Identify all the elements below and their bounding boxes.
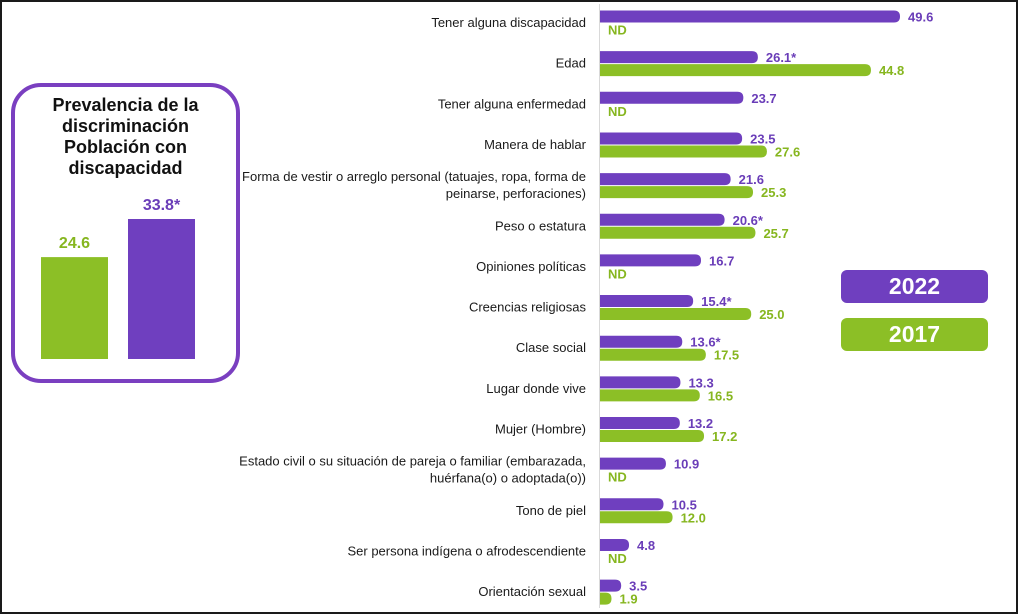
- summary-title-line: Población con: [63, 137, 187, 157]
- bar-2022: [600, 579, 622, 592]
- summary-panel: Prevalencia de la discriminación Poblaci…: [11, 83, 240, 383]
- value-label-2017: 25.7: [763, 226, 788, 241]
- bar-2017: [600, 64, 871, 77]
- category-label: Creencias religiosas: [469, 300, 587, 315]
- category-label: Clase social: [516, 340, 586, 355]
- value-label-2022: 49.6: [908, 10, 933, 25]
- bar-2022: [600, 335, 683, 348]
- bar-2017: [600, 430, 705, 442]
- value-label-2017: ND: [608, 551, 627, 566]
- value-label-2017: 27.6: [775, 144, 800, 159]
- value-label-2022: 26.1*: [766, 50, 797, 65]
- category-label: huérfana(o) o adoptada(o)): [430, 471, 586, 486]
- summary-title-line: discriminación: [61, 116, 190, 136]
- legend-2022: 2022: [841, 270, 988, 303]
- category-label: Tener alguna discapacidad: [431, 15, 586, 30]
- category-label: Ser persona indígena o afrodescendiente: [347, 543, 586, 558]
- value-label-2022: 10.5: [672, 497, 697, 512]
- summary-bar-chart: 24.6 33.8*: [41, 197, 195, 359]
- bar-2017: [600, 226, 756, 239]
- category-label: Estado civil o su situación de pareja o …: [239, 454, 586, 469]
- bar-2022: [600, 213, 725, 226]
- bar-2017: [600, 389, 700, 402]
- bar-2022: [600, 132, 743, 145]
- bar-2022: [600, 173, 731, 186]
- value-label-2022: 15.4*: [701, 294, 732, 309]
- value-label-2022: 13.2: [688, 416, 713, 431]
- value-label-2017: 17.5: [714, 348, 739, 363]
- bar-2022: [600, 51, 758, 64]
- category-label: Mujer (Hombre): [495, 422, 586, 437]
- bar-2017: [600, 511, 673, 524]
- value-label-2017: ND: [608, 470, 627, 485]
- bar-2022: [600, 91, 744, 104]
- summary-value-label: 24.6: [59, 235, 90, 252]
- category-label: Forma de vestir o arreglo personal (tatu…: [242, 169, 586, 184]
- summary-value-label: 33.8*: [143, 197, 181, 214]
- summary-title-line: Prevalencia de la: [52, 95, 199, 115]
- value-label-2017: ND: [608, 266, 627, 281]
- value-label-2017: 25.0: [759, 307, 784, 322]
- legend-label-2017: 2017: [888, 321, 941, 347]
- value-label-2017: ND: [608, 104, 627, 119]
- summary-bar-2022: [128, 219, 195, 359]
- bar-2022: [600, 295, 694, 308]
- value-label-2017: ND: [608, 23, 627, 38]
- summary-title-line: discapacidad: [68, 158, 183, 178]
- value-label-2017: 17.2: [712, 429, 737, 444]
- value-label-2022: 21.6: [739, 172, 764, 187]
- value-label-2022: 20.6*: [733, 213, 764, 228]
- category-label: Edad: [556, 56, 586, 71]
- value-label-2022: 4.8: [637, 538, 655, 553]
- value-label-2017: 16.5: [708, 388, 733, 403]
- bar-2022: [600, 10, 900, 23]
- bar-2022: [600, 538, 630, 551]
- value-label-2022: 13.6*: [690, 335, 721, 350]
- bar-2022: [600, 457, 666, 470]
- category-label: peinarse, perforaciones): [446, 186, 586, 201]
- category-label: Manera de hablar: [484, 137, 587, 152]
- value-label-2022: 23.5: [750, 131, 775, 146]
- value-label-2017: 25.3: [761, 185, 786, 200]
- legend-2017: 2017: [841, 318, 988, 351]
- value-label-2022: 3.5: [629, 579, 647, 594]
- bar-2022: [600, 498, 664, 511]
- value-label-2017: 12.0: [681, 510, 706, 525]
- category-label: Tono de piel: [516, 503, 586, 518]
- value-label-2022: 13.3: [688, 375, 713, 390]
- legend-label-2022: 2022: [888, 273, 941, 299]
- value-label-2022: 16.7: [709, 253, 734, 268]
- value-label-2017: 44.8: [879, 63, 904, 78]
- bar-2022: [600, 376, 681, 389]
- summary-bar-2017: [41, 257, 108, 359]
- category-label: Lugar donde vive: [486, 381, 586, 396]
- bar-2022: [600, 417, 680, 429]
- summary-title: Prevalencia de la discriminación Poblaci…: [15, 95, 236, 179]
- bar-2022: [600, 254, 702, 267]
- category-label: Orientación sexual: [478, 584, 586, 599]
- value-label-2022: 23.7: [751, 91, 776, 106]
- bar-2017: [600, 145, 767, 158]
- bar-2017: [600, 592, 612, 605]
- value-label-2017: 1.9: [619, 592, 637, 607]
- bar-2017: [600, 186, 754, 199]
- category-label: Opiniones políticas: [476, 259, 586, 274]
- bar-2017: [600, 308, 752, 321]
- value-label-2022: 10.9: [674, 457, 699, 472]
- category-label: Tener alguna enfermedad: [438, 96, 586, 111]
- bar-2017: [600, 348, 706, 361]
- category-label: Peso o estatura: [495, 218, 587, 233]
